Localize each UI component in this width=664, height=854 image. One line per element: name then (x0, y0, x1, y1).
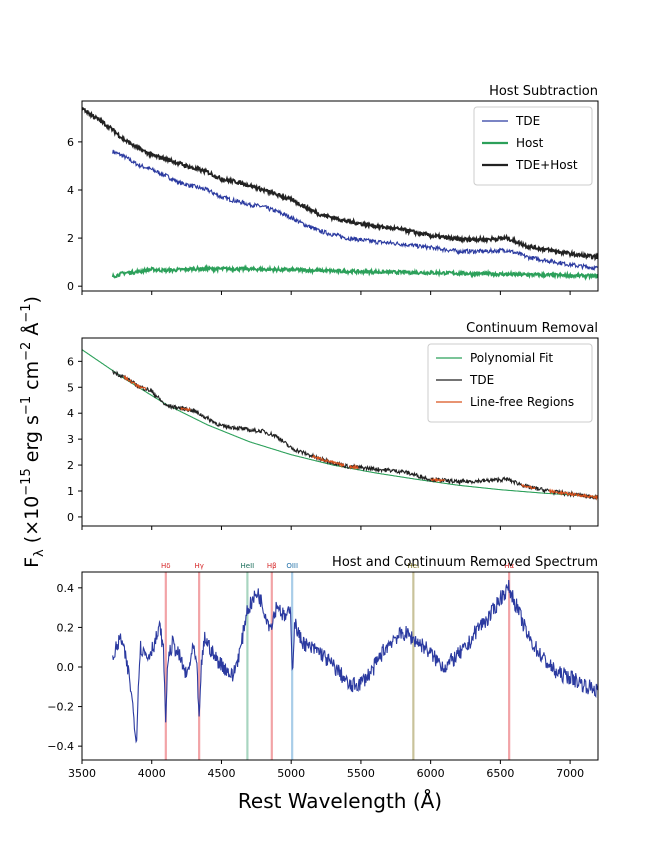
y-tick-label: 6 (67, 136, 74, 149)
series-line-free-regions (123, 374, 598, 501)
y-tick-label: 2 (67, 459, 74, 472)
y-tick-label: 4 (67, 184, 74, 197)
y-tick-label: 5 (67, 381, 74, 394)
line-marker-label: Hδ (161, 562, 171, 570)
x-tick-label: 5500 (347, 767, 375, 780)
figure-ylabel: Fλ (×10−15 erg s−1 cm−2 Å−1) (19, 296, 47, 568)
panel-title: Host Subtraction (489, 84, 598, 99)
y-tick-label: 3 (67, 433, 74, 446)
y-tick-label: 1 (67, 485, 74, 498)
x-tick-label: 5000 (277, 767, 305, 780)
axes-frame (81, 337, 599, 527)
panel-title: Continuum Removal (466, 321, 598, 336)
legend-label: Line-free Regions (470, 395, 574, 409)
y-tick-label: 4 (67, 407, 74, 420)
axes-frame (81, 571, 599, 761)
x-tick-label: 4000 (138, 767, 166, 780)
series-tde-host (82, 106, 598, 262)
y-tick-label: 2 (67, 232, 74, 245)
residual-spectrum-panel: Hδ Hγ HeII Hβ OIII HeI Hα −0.4 −0.2 0.0 0.2 0.4 3500… (47, 555, 599, 780)
legend: Polynomial Fit TDE Line-free Regions (427, 343, 593, 423)
series-host (111, 263, 598, 281)
y-tick-label: 0.0 (57, 661, 75, 674)
x-tick-label: 6500 (486, 767, 514, 780)
x-tick-label: 7000 (556, 767, 584, 780)
figure-xlabel: Rest Wavelength (Å) (238, 789, 442, 813)
host-subtraction-panel: 0 2 4 6 Host Subtraction TDE Host TDE+Host (67, 84, 599, 295)
x-tick-label: 4500 (207, 767, 235, 780)
legend-label: TDE+Host (515, 158, 578, 172)
legend-label: TDE (515, 114, 540, 128)
line-marker-label: Hγ (194, 562, 203, 570)
series-tde (112, 149, 598, 271)
y-tick-label: −0.4 (47, 740, 74, 753)
x-tick-label: 3500 (68, 767, 96, 780)
continuum-removal-panel: 0 1 2 3 4 5 6 Continuum Removal Polynomial Fit TD… (67, 321, 599, 530)
x-tick-label: 6000 (417, 767, 445, 780)
y-tick-label: 6 (67, 355, 74, 368)
line-marker-label: HeII (241, 562, 255, 570)
y-tick-label: 0.2 (57, 621, 75, 634)
panel-title: Host and Continuum Removed Spectrum (332, 555, 598, 570)
line-marker-label: Hα (504, 562, 514, 570)
y-tick-label: 0.4 (57, 582, 75, 595)
y-tick-label: 0 (67, 280, 74, 293)
legend-label: Polynomial Fit (470, 351, 553, 365)
line-marker-label: Hβ (267, 562, 277, 570)
y-tick-label: 0 (67, 511, 74, 524)
y-tick-label: −0.2 (47, 701, 74, 714)
legend: TDE Host TDE+Host (473, 106, 593, 186)
legend-label: TDE (469, 373, 494, 387)
axes-frame (81, 100, 599, 292)
line-marker-label: HeI (408, 562, 420, 570)
legend-label: Host (516, 136, 544, 150)
line-marker-label: OIII (286, 562, 298, 570)
series-residual-spectrum (112, 579, 598, 744)
